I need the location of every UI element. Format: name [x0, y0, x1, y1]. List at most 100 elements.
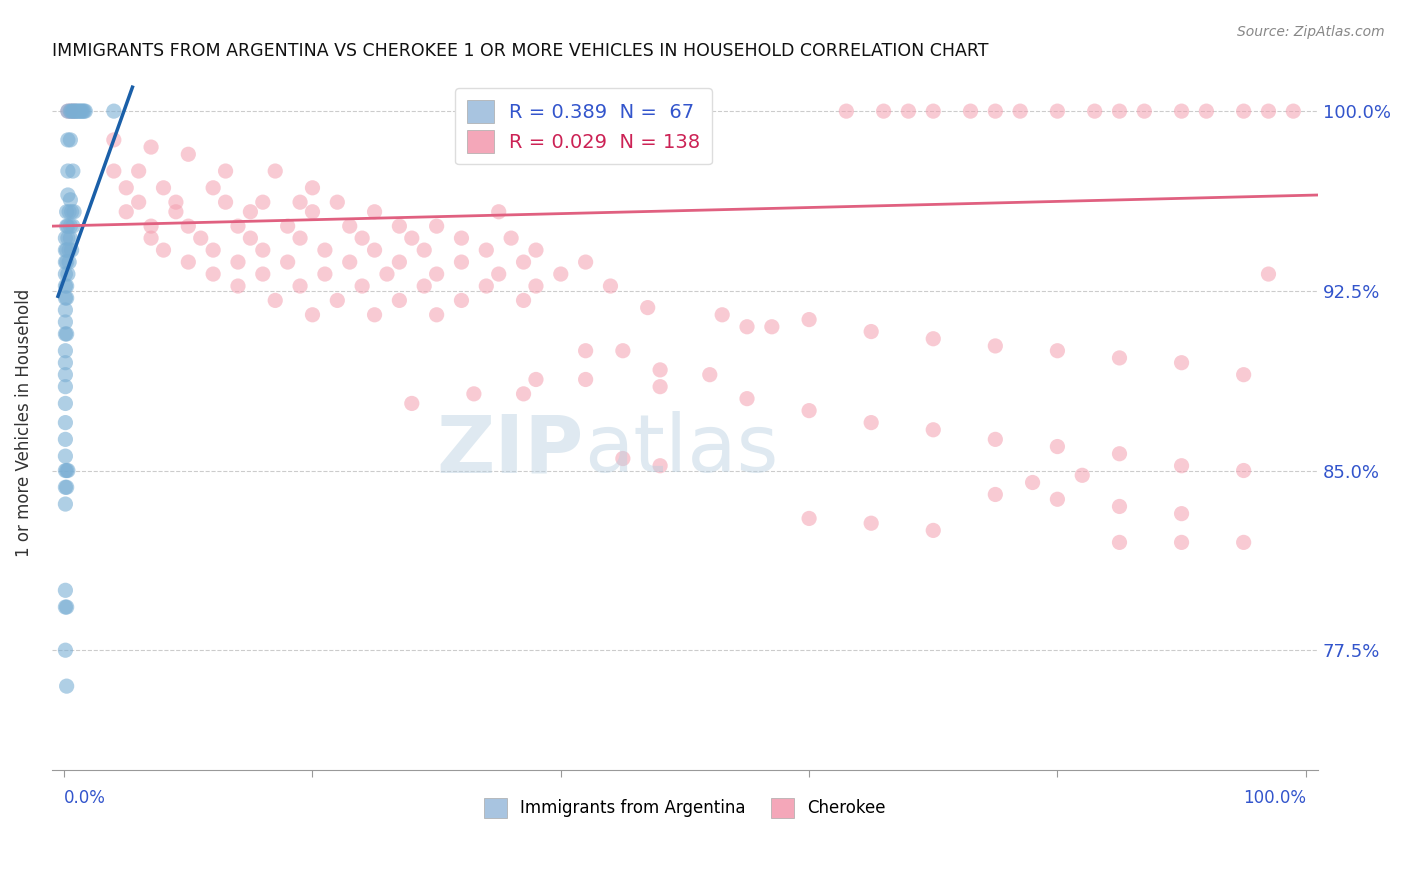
Point: [363, 243, 385, 257]
Point: [648, 379, 671, 393]
Point: [58, 204, 80, 219]
Point: [711, 308, 734, 322]
Point: [62, 104, 84, 119]
Point: [1233, 104, 1256, 119]
Point: [488, 267, 510, 281]
Point: [1170, 458, 1192, 473]
Point: [59, 133, 82, 147]
Point: [413, 243, 436, 257]
Point: [648, 458, 671, 473]
Point: [1108, 351, 1130, 365]
Point: [637, 301, 659, 315]
Point: [67, 104, 90, 119]
Point: [55, 291, 77, 305]
Point: [177, 255, 200, 269]
Point: [1233, 368, 1256, 382]
Point: [115, 204, 138, 219]
Text: Source: ZipAtlas.com: Source: ZipAtlas.com: [1237, 25, 1385, 39]
Point: [550, 267, 572, 281]
Point: [55, 463, 77, 477]
Point: [70, 104, 93, 119]
Point: [55, 600, 77, 615]
Point: [56, 231, 79, 245]
Point: [326, 195, 349, 210]
Point: [1046, 440, 1069, 454]
Point: [301, 308, 323, 322]
Point: [475, 243, 498, 257]
Point: [288, 195, 311, 210]
Point: [524, 372, 547, 386]
Point: [165, 204, 187, 219]
Point: [984, 104, 1007, 119]
Point: [301, 181, 323, 195]
Point: [55, 315, 77, 329]
Point: [55, 583, 77, 598]
Point: [1108, 104, 1130, 119]
Point: [524, 279, 547, 293]
Y-axis label: 1 or more Vehicles in Household: 1 or more Vehicles in Household: [15, 288, 32, 557]
Point: [55, 326, 77, 341]
Point: [177, 147, 200, 161]
Point: [115, 181, 138, 195]
Point: [139, 140, 162, 154]
Point: [202, 181, 225, 195]
Point: [226, 279, 249, 293]
Point: [55, 356, 77, 370]
Point: [835, 104, 858, 119]
Point: [55, 279, 77, 293]
Point: [65, 104, 87, 119]
Point: [55, 643, 77, 657]
Point: [735, 319, 758, 334]
Point: [55, 204, 77, 219]
Point: [860, 516, 883, 531]
Point: [56, 104, 79, 119]
Point: [59, 231, 82, 245]
Point: [55, 463, 77, 477]
Point: [1257, 267, 1279, 281]
Point: [339, 219, 361, 234]
Point: [872, 104, 894, 119]
Point: [252, 195, 274, 210]
Point: [922, 524, 945, 538]
Point: [575, 255, 598, 269]
Point: [612, 343, 634, 358]
Text: 100.0%: 100.0%: [1243, 789, 1306, 807]
Point: [55, 379, 77, 393]
Point: [139, 219, 162, 234]
Point: [55, 600, 77, 615]
Point: [55, 433, 77, 447]
Point: [426, 267, 449, 281]
Point: [1084, 104, 1107, 119]
Point: [63, 104, 86, 119]
Point: [73, 104, 96, 119]
Point: [190, 231, 212, 245]
Text: atlas: atlas: [583, 411, 778, 490]
Point: [326, 293, 349, 308]
Point: [252, 243, 274, 257]
Point: [488, 204, 510, 219]
Point: [1233, 463, 1256, 477]
Point: [226, 219, 249, 234]
Point: [62, 104, 84, 119]
Point: [55, 679, 77, 693]
Point: [55, 279, 77, 293]
Point: [55, 497, 77, 511]
Point: [55, 449, 77, 463]
Point: [797, 511, 820, 525]
Point: [60, 104, 83, 119]
Point: [363, 308, 385, 322]
Point: [59, 104, 82, 119]
Point: [1046, 104, 1069, 119]
Point: [761, 319, 783, 334]
Point: [69, 104, 91, 119]
Point: [1170, 356, 1192, 370]
Point: [860, 325, 883, 339]
Point: [60, 243, 83, 257]
Point: [401, 396, 423, 410]
Point: [512, 293, 534, 308]
Point: [202, 267, 225, 281]
Point: [202, 243, 225, 257]
Point: [55, 267, 77, 281]
Point: [1108, 447, 1130, 461]
Point: [475, 279, 498, 293]
